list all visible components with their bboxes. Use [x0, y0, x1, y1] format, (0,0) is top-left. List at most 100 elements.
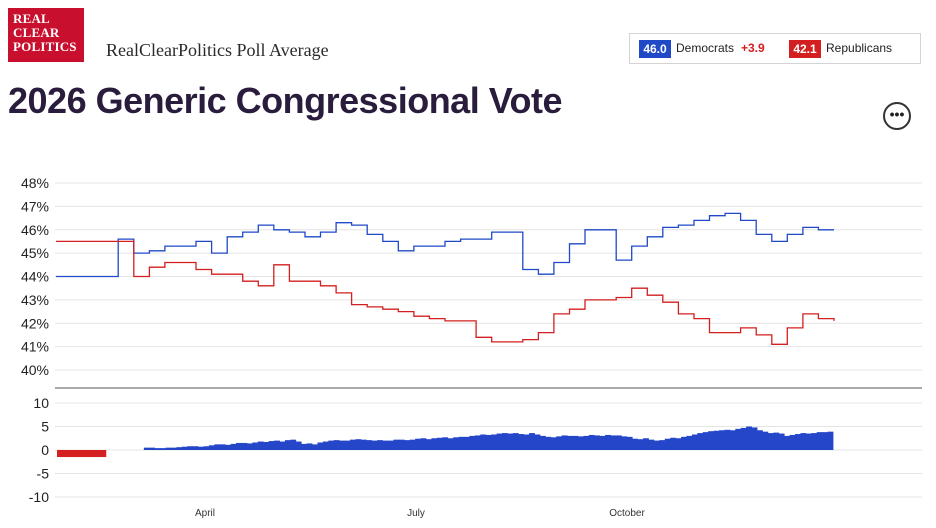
spread-bar [757, 430, 763, 450]
page-title: 2026 Generic Congressional Vote [8, 80, 563, 121]
spread-bar [279, 441, 286, 450]
spread-bar [550, 437, 557, 450]
spread-bar [556, 436, 563, 450]
y-tick-label: 42% [21, 315, 49, 331]
spread-bar [681, 436, 687, 450]
spread-bar [431, 438, 438, 450]
spread-bar [160, 448, 166, 450]
spread-bar [143, 447, 150, 450]
spread-bar [252, 442, 259, 450]
y-tick-label: 48% [21, 175, 49, 191]
spread-bar [377, 440, 383, 450]
spread-bar [436, 437, 443, 450]
spread-bar [165, 447, 172, 450]
spread-bar [154, 448, 161, 450]
spread-bar [458, 436, 465, 450]
spread-bar [469, 435, 476, 450]
spread-bar [572, 435, 579, 450]
spread-bar [246, 443, 253, 450]
logo-line-3: POLITICS [13, 39, 77, 54]
spread-bar [78, 450, 85, 458]
spread-bar [84, 450, 90, 458]
spread-bar [816, 432, 823, 450]
spread-bar [480, 434, 487, 450]
spread-bar [371, 440, 378, 450]
spread-bar [322, 441, 329, 450]
spread-bar [767, 433, 774, 450]
spread-bar [811, 433, 818, 450]
spread-bar [301, 443, 308, 450]
spread-bar [697, 433, 704, 450]
x-tick-label: July [407, 508, 425, 519]
spread-bar [713, 430, 720, 450]
bar-chart-y-axis: 10 5 0 -5 -10 [29, 395, 49, 505]
spread-bar [268, 441, 275, 450]
spread-bar [73, 450, 80, 458]
spread-bar [257, 441, 264, 450]
spread-bar [610, 435, 617, 450]
spread-bar [442, 437, 449, 450]
spread-bar [62, 450, 69, 458]
y-tick-label: 45% [21, 245, 49, 261]
rcp-logo[interactable]: REAL CLEAR POLITICS [8, 8, 84, 62]
spread-bar [393, 439, 400, 450]
spread-bar [192, 446, 199, 450]
y-tick-label: 10 [33, 395, 49, 411]
more-options-button[interactable]: ••• [883, 102, 911, 130]
spread-bar [176, 447, 183, 450]
line-chart-series [56, 212, 835, 345]
spread-bar [187, 446, 194, 450]
y-tick-label: 46% [21, 222, 49, 238]
spread-bar [729, 430, 736, 450]
spread-bar [827, 431, 834, 450]
spread-bar [263, 442, 270, 450]
series-line-democrats [56, 212, 834, 278]
spread-bar [382, 440, 389, 450]
spread-bar [67, 450, 74, 458]
spread-bar [567, 435, 573, 450]
spread-bar [577, 436, 584, 450]
spread-bar [751, 427, 758, 450]
spread-bar [94, 450, 101, 458]
spread-bar [290, 439, 297, 450]
spread-bar [800, 433, 807, 450]
spread-bar [415, 438, 421, 450]
spread-bar [398, 439, 405, 450]
spread-bar [805, 433, 812, 450]
spread-bar [170, 447, 177, 450]
y-tick-label: 5 [41, 419, 49, 435]
spread-bar [426, 439, 432, 450]
x-axis-labels: April July October [195, 508, 645, 519]
y-tick-label: 43% [21, 292, 49, 308]
y-tick-label: 40% [21, 362, 49, 378]
spread-bar [735, 428, 742, 450]
spread-bar [388, 440, 394, 450]
spread-bar [507, 433, 514, 450]
spread-bar [643, 438, 649, 450]
spread-bar [512, 433, 519, 450]
spread-bar [491, 434, 497, 450]
spread-bar [599, 435, 606, 450]
spread-bar [583, 435, 590, 450]
spread-bar [89, 450, 96, 458]
spread-bar [691, 434, 698, 450]
spread-bar [746, 426, 752, 450]
spread-bar [274, 440, 280, 450]
spread-bar [529, 433, 535, 450]
spread-bar [295, 441, 302, 450]
spread-bar [740, 427, 747, 450]
spread-bar [208, 445, 215, 450]
spread-bar [523, 434, 530, 450]
spread-bar [664, 438, 671, 450]
spread-bar [149, 447, 156, 450]
spread-bar [561, 435, 568, 450]
dem-value-badge: 46.0 [639, 40, 671, 58]
spread-bar [306, 443, 313, 450]
spread-bar [181, 446, 188, 450]
spread-bar [463, 436, 470, 450]
spread-bar [317, 442, 324, 450]
spread-bar [534, 434, 541, 450]
spread-bar [621, 436, 628, 450]
source-title: RealClearPolitics Poll Average [106, 40, 329, 60]
logo-line-2: CLEAR [13, 25, 60, 40]
